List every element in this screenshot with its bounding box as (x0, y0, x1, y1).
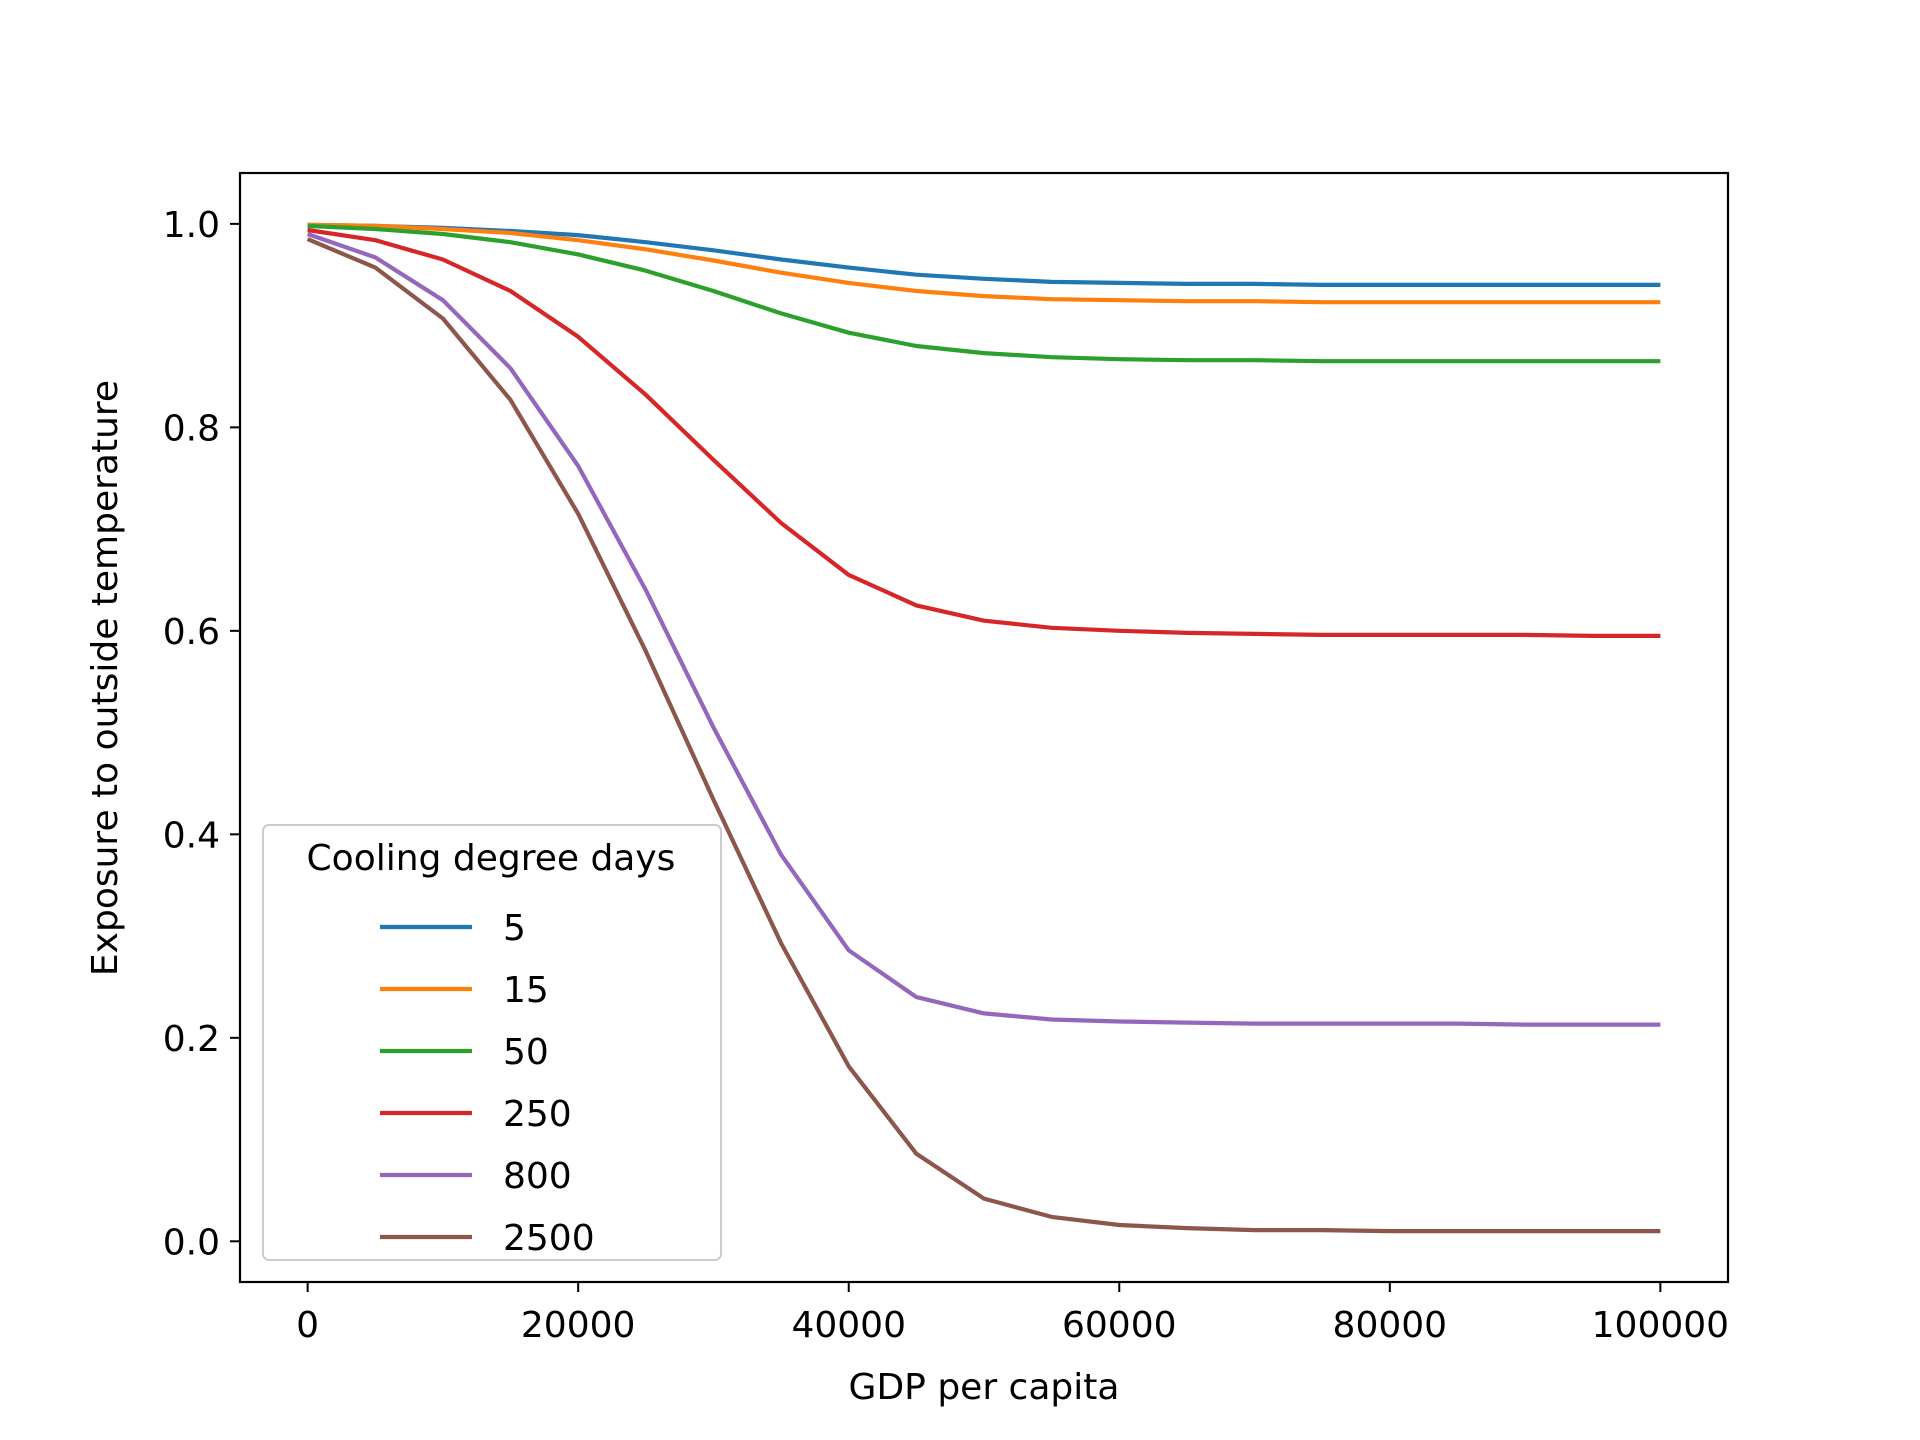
y-tick-label: 1.0 (163, 205, 220, 246)
y-axis-label: Exposure to outside temperature (85, 380, 126, 976)
y-axis: 0.0 0.2 0.4 0.6 0.8 1.0 (163, 205, 240, 1263)
series-line-15 (307, 222, 1661, 305)
legend-label-2500: 2500 (503, 1218, 595, 1259)
series-line-5 (307, 222, 1661, 287)
legend-label-5: 5 (503, 908, 526, 949)
series-line-50 (307, 223, 1661, 364)
x-axis-label: GDP per capita (849, 1367, 1120, 1408)
legend-label-800: 800 (503, 1156, 572, 1197)
legend-label-250: 250 (503, 1094, 572, 1135)
x-tick-label: 80000 (1333, 1305, 1448, 1346)
legend: Cooling degree days 5 15 50 250 800 2500 (262, 824, 722, 1261)
legend-title: Cooling degree days (307, 838, 676, 879)
x-tick-label: 20000 (521, 1305, 636, 1346)
x-tick-label: 40000 (791, 1305, 906, 1346)
x-tick-label: 0 (296, 1305, 319, 1346)
legend-label-50: 50 (503, 1032, 549, 1073)
series-line-800 (306, 232, 1661, 1027)
legend-box (262, 824, 722, 1261)
y-tick-label: 0.6 (163, 612, 220, 653)
y-tick-label: 0.0 (163, 1222, 220, 1263)
plot-frame (238, 171, 1730, 1284)
x-tick-label: 60000 (1062, 1305, 1177, 1346)
series-layer (306, 222, 1661, 1234)
series-line-2500 (306, 237, 1661, 1234)
y-tick-label: 0.4 (163, 815, 220, 856)
x-tick-label: 100000 (1592, 1305, 1729, 1346)
y-tick-label: 0.8 (163, 408, 220, 449)
series-line-250 (307, 227, 1661, 638)
y-tick-label: 0.2 (163, 1019, 220, 1060)
x-axis: 0 20000 40000 60000 80000 100000 (296, 1282, 1729, 1346)
legend-label-15: 15 (503, 970, 549, 1011)
